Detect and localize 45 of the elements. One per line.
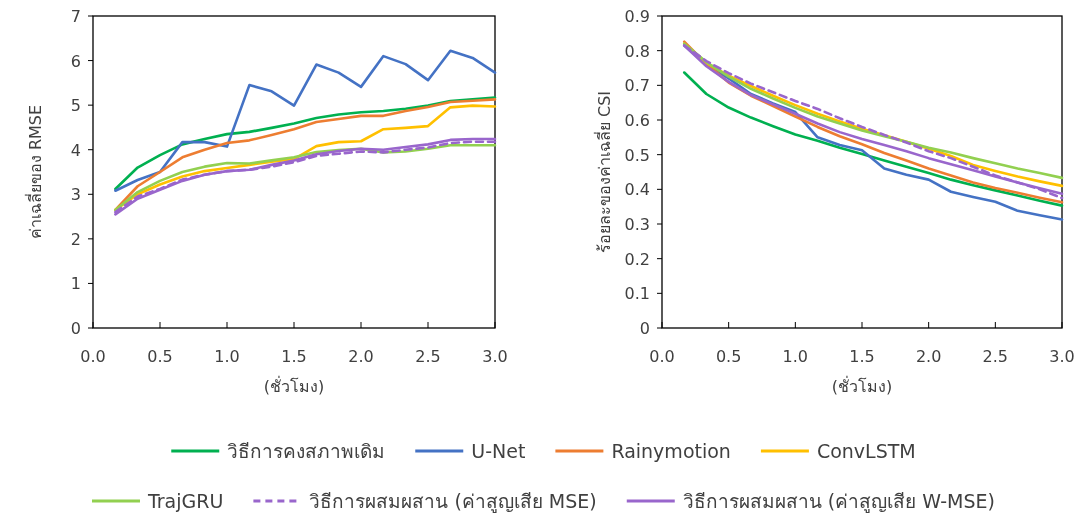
x-tick-label: 2.0 (348, 347, 374, 366)
y-tick-label: 1 (70, 274, 81, 294)
legend-label: Rainymotion (611, 440, 731, 462)
x-axis-title: (ชั่วโมง) (831, 375, 893, 396)
x-tick-label: 3.0 (1049, 347, 1075, 366)
legend-label: U-Net (471, 440, 526, 462)
x-tick-label: 1.0 (214, 347, 240, 366)
y-tick-label: 0.5 (624, 145, 650, 165)
y-tick-label: 0.4 (624, 180, 650, 200)
x-tick-label: 0.5 (147, 347, 173, 366)
legend-label: วิธีการผสมผสาน (ค่าสูญเสีย MSE) (309, 490, 597, 513)
x-tick-label: 1.5 (849, 347, 875, 366)
x-axis-title: (ชั่วโมง) (263, 375, 325, 396)
legend-label: ConvLSTM (816, 440, 916, 462)
x-tick-label: 1.0 (782, 347, 809, 366)
y-tick-label: 3 (70, 185, 81, 205)
line-series (682, 71, 1064, 207)
y-tick-label: 5 (70, 96, 81, 116)
y-tick-label: 0.1 (624, 284, 650, 304)
y-tick-label: 0.8 (624, 41, 650, 61)
x-tick-label: 2.0 (915, 347, 942, 366)
x-tick-label: 2.5 (415, 347, 441, 366)
y-tick-label: 0.2 (624, 249, 650, 269)
y-tick-label: 0.9 (624, 7, 650, 26)
x-tick-label: 1.5 (281, 347, 307, 366)
y-axis-title: ร้อยละของค่าเฉลี่ย CSI (593, 90, 614, 254)
y-tick-label: 0 (639, 319, 650, 338)
y-tick-label: 7 (70, 7, 81, 26)
line-series (114, 49, 497, 193)
x-tick-label: 0.5 (715, 347, 742, 366)
x-tick-label: 0.0 (80, 347, 106, 366)
y-tick-label: 2 (70, 229, 81, 249)
y-tick-label: 0.6 (624, 111, 650, 130)
x-tick-label: 0.0 (649, 347, 675, 366)
legend-label: TrajGRU (146, 490, 224, 512)
y-axis-title: ค่าเฉลี่ยของ RMSE (24, 104, 45, 240)
y-tick-label: 0.3 (624, 215, 650, 234)
y-tick-label: 6 (70, 51, 81, 71)
x-tick-label: 3.0 (482, 347, 508, 366)
x-tick-label: 2.5 (982, 347, 1009, 366)
y-tick-label: 0 (70, 319, 81, 338)
legend-label: วิธีการผสมผสาน (ค่าสูญเสีย W-MSE) (682, 490, 996, 513)
y-tick-label: 4 (70, 140, 81, 160)
legend-label: วิธีการคงสภาพเดิม (227, 440, 386, 462)
y-tick-label: 0.7 (624, 76, 650, 96)
